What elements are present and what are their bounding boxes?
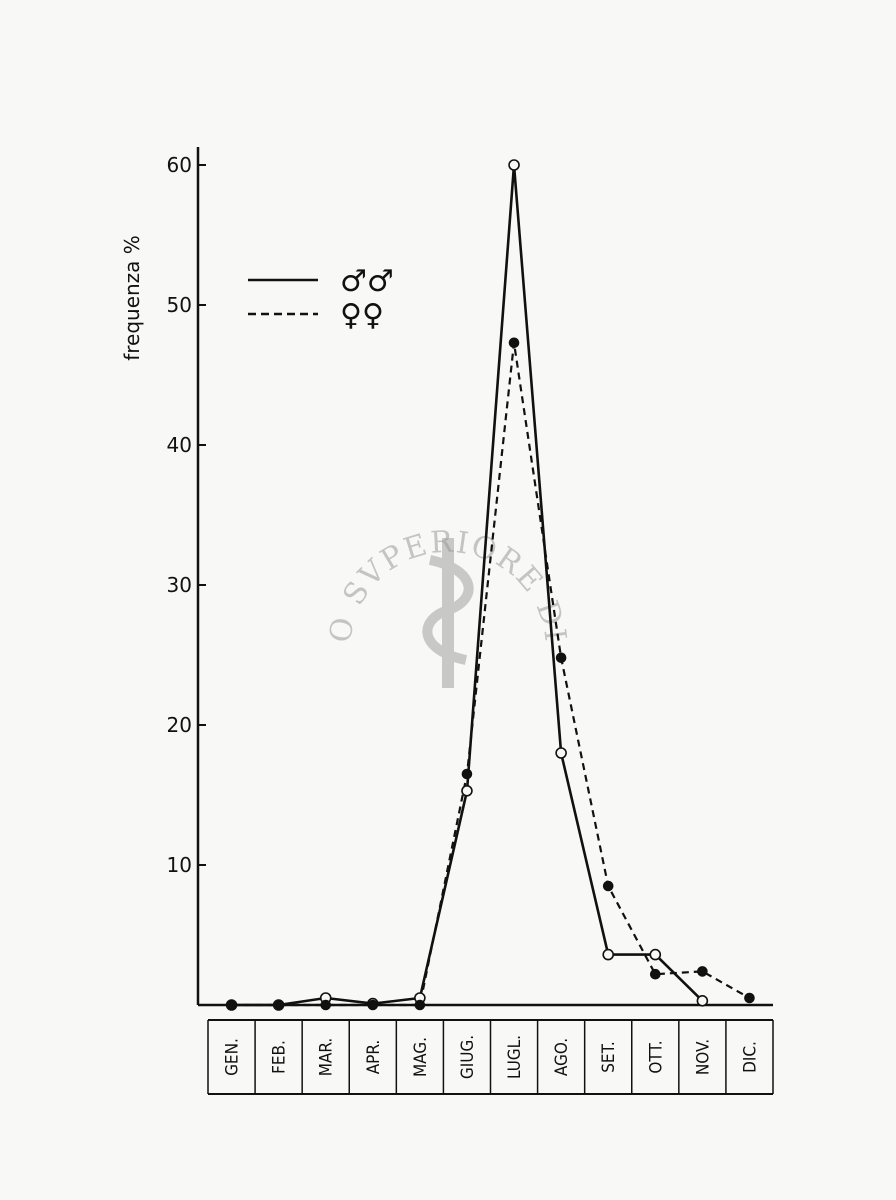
y-ticks: 10 20 30 40 50 60 xyxy=(167,153,206,877)
month-label: DIC. xyxy=(740,1041,760,1073)
month-label: GEN. xyxy=(223,1038,243,1076)
y-tick-label: 30 xyxy=(167,573,192,597)
series-2-point xyxy=(744,992,755,1004)
series-2-point xyxy=(697,966,708,977)
y-tick-label: 20 xyxy=(167,713,192,737)
legend-label-1: ♂♂ xyxy=(340,264,394,299)
series-2-point xyxy=(414,999,426,1011)
series-2-point xyxy=(602,880,614,892)
series-1-point xyxy=(508,159,520,171)
month-label: FEB. xyxy=(270,1040,290,1074)
legend: ♂♂♀♀ xyxy=(248,264,394,333)
series-1-point xyxy=(555,747,567,759)
series-line-2 xyxy=(231,342,751,1007)
y-tick-label: 10 xyxy=(167,853,192,877)
month-label: GIUG. xyxy=(458,1035,478,1079)
month-table: GEN. FEB. MAR. APR. MAG. GIUG. LUGL. AGO. SET. OT… xyxy=(207,1019,774,1095)
series-2-point xyxy=(273,999,284,1011)
series-2-point xyxy=(461,768,473,780)
month-label: LUGL. xyxy=(505,1035,525,1079)
series-lines xyxy=(225,159,755,1011)
series-2-point xyxy=(226,999,237,1011)
y-tick-label: 40 xyxy=(167,433,192,457)
month-label: NOV. xyxy=(693,1039,713,1075)
month-label: MAG. xyxy=(411,1037,431,1077)
month-label: SET. xyxy=(599,1041,619,1073)
legend-label-2: ♀♀ xyxy=(340,298,384,333)
month-label: AGO. xyxy=(552,1038,572,1076)
series-1-point xyxy=(602,948,615,961)
series-2-point xyxy=(508,337,520,349)
series-1-point xyxy=(461,784,473,797)
series-1-point xyxy=(696,994,709,1007)
chart-axes xyxy=(196,147,773,1007)
y-tick-label: 60 xyxy=(167,153,192,177)
watermark-staff-icon xyxy=(422,538,474,688)
series-2-point xyxy=(320,999,332,1011)
month-label: APR. xyxy=(364,1040,384,1075)
month-label: MAR. xyxy=(317,1038,337,1077)
month-label: OTT. xyxy=(646,1040,666,1073)
y-tick-label: 50 xyxy=(167,293,192,317)
watermark-text: ISTITUTO SVPERIORE DI SANITÀ xyxy=(0,0,573,655)
series-2-point xyxy=(367,999,379,1011)
series-2-point xyxy=(555,652,567,664)
series-2-point xyxy=(649,968,661,980)
series-1-point xyxy=(649,948,662,961)
y-axis-label: frequenza % xyxy=(120,235,144,361)
